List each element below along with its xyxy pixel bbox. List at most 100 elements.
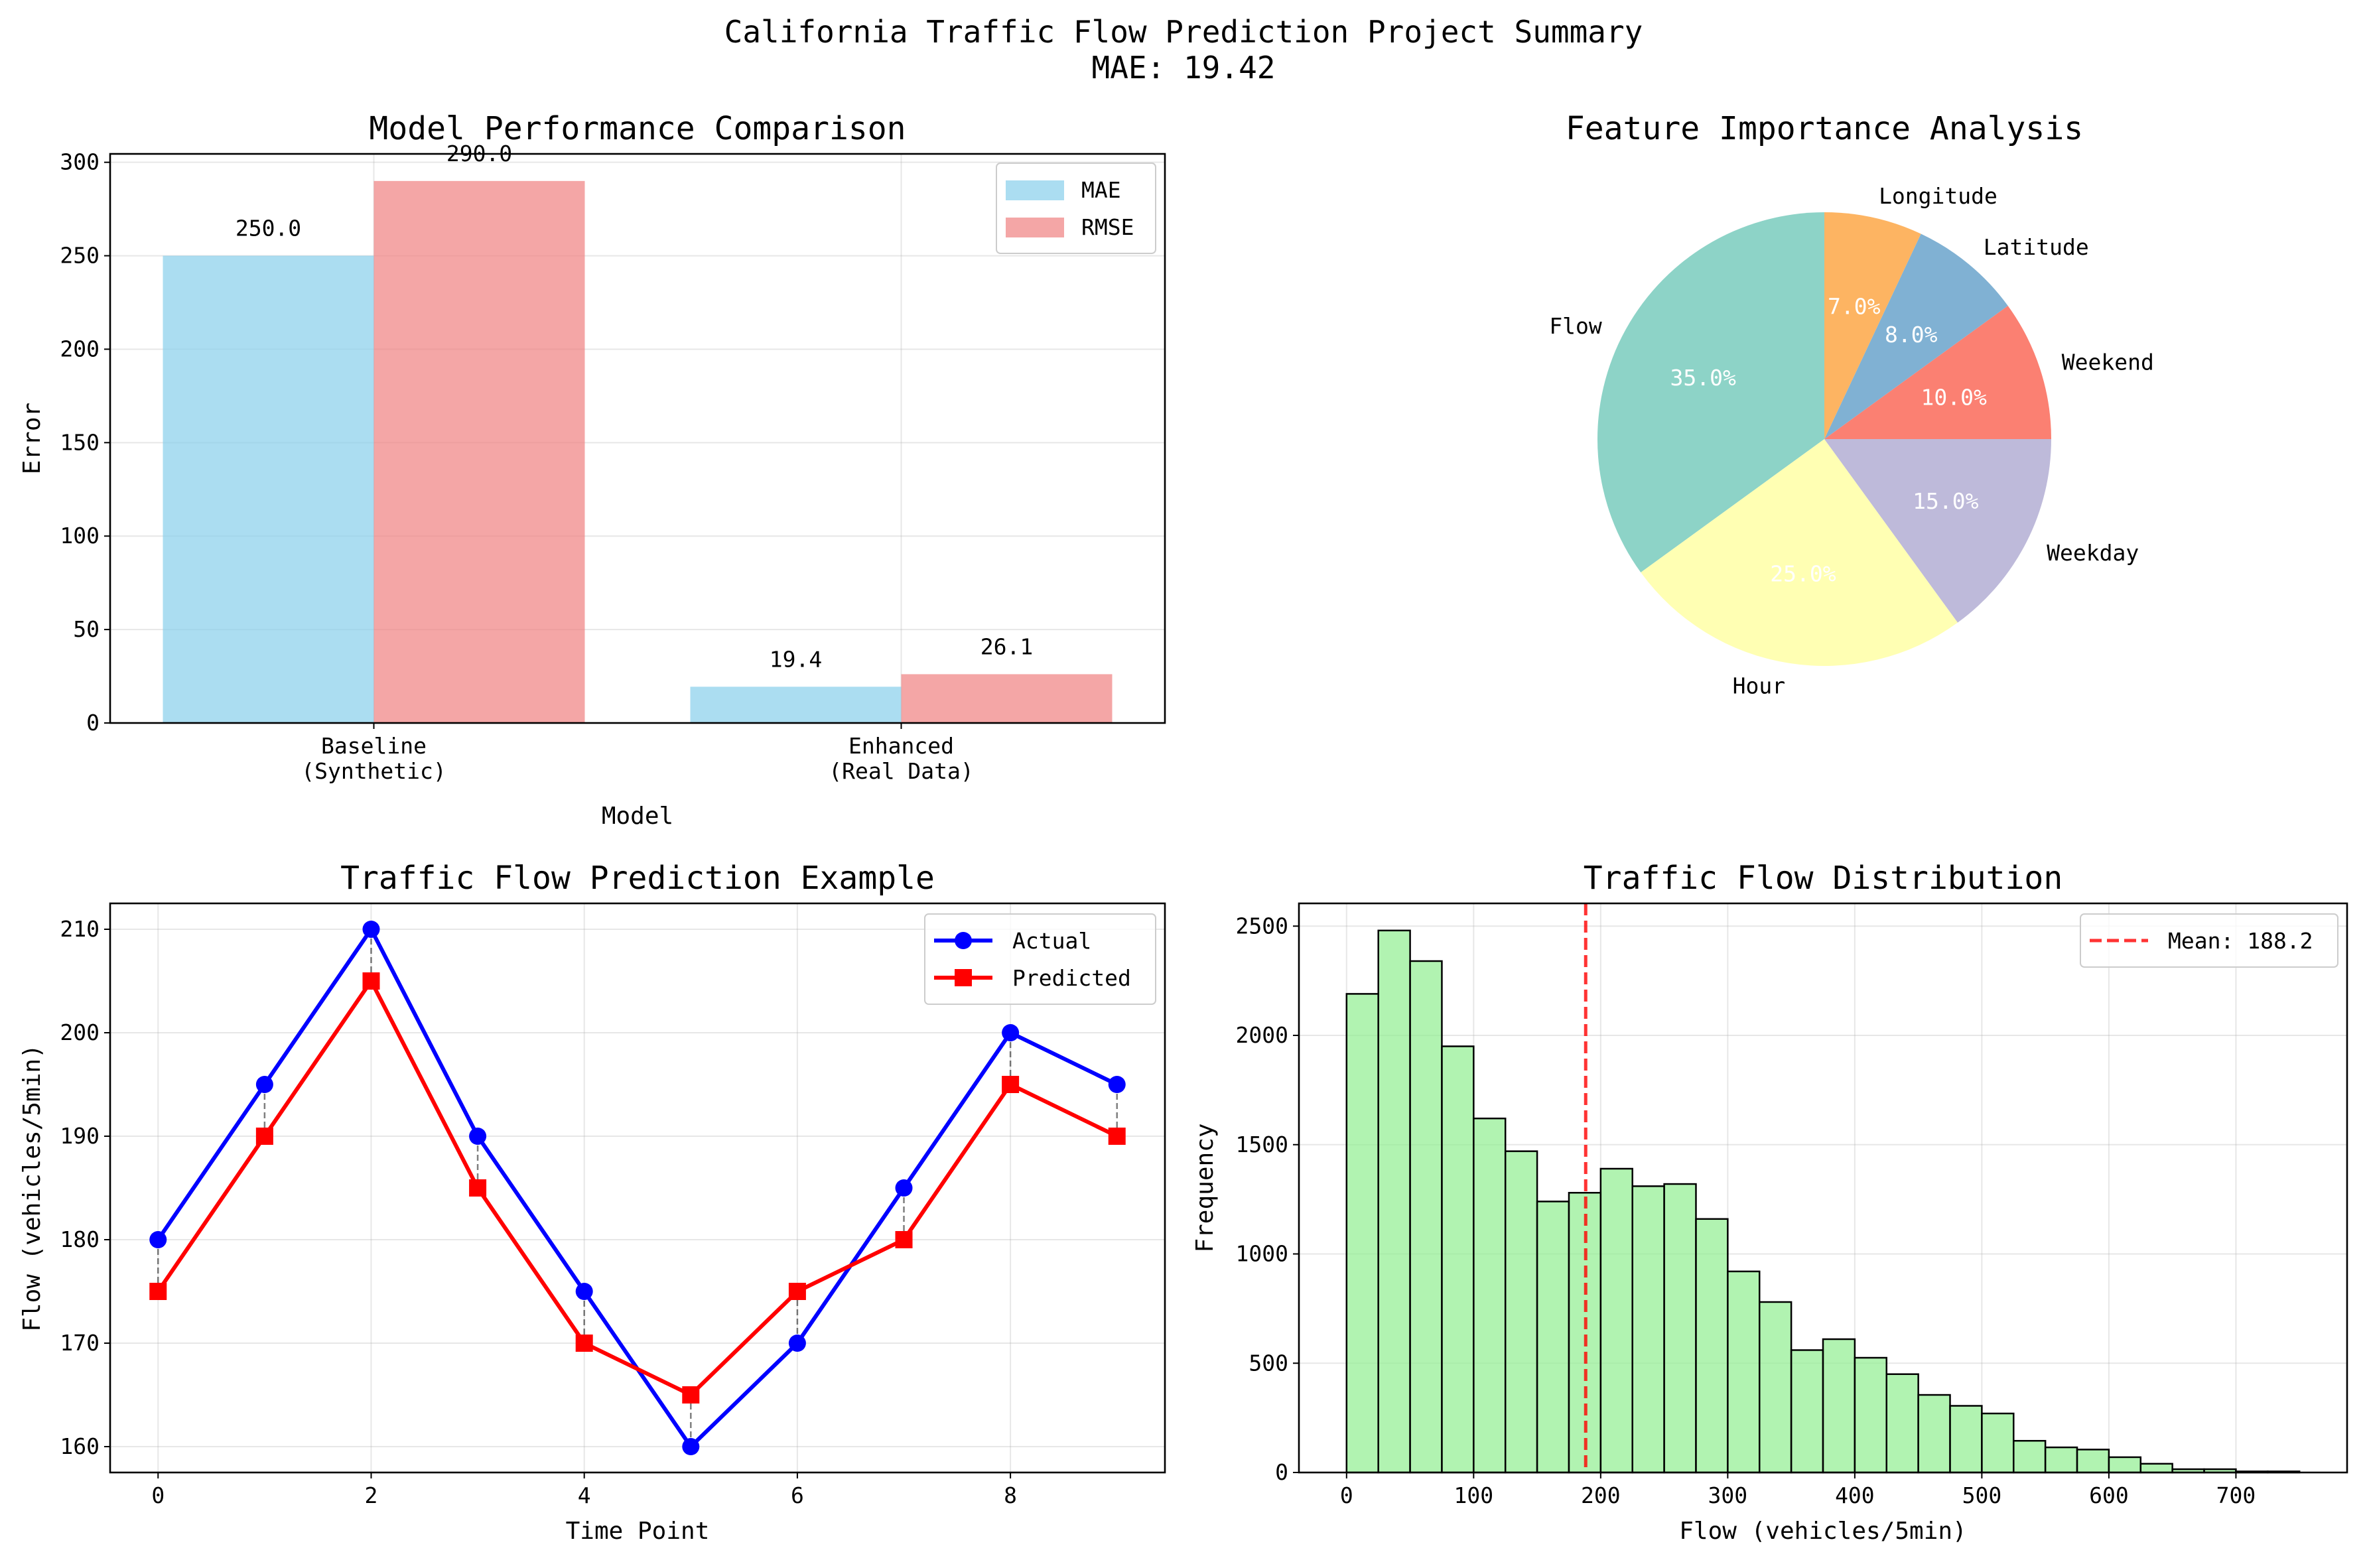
point-actual <box>788 1335 806 1352</box>
pie-label-weekend: Weekend <box>2062 350 2154 375</box>
bar-chart-ytick-label: 200 <box>60 336 100 361</box>
point-predicted <box>895 1231 913 1248</box>
point-actual <box>469 1128 487 1145</box>
bar-chart-frame <box>109 153 1166 724</box>
hist-bin <box>1473 1117 1507 1474</box>
bar-value-label: 19.4 <box>770 646 822 672</box>
bar-category-label: Baseline <box>321 733 427 759</box>
point-predicted <box>149 1283 167 1300</box>
hist-bin <box>1377 929 1411 1474</box>
series-line-predicted <box>156 979 1118 1397</box>
hist-chart-xtick-label: 600 <box>2089 1482 2129 1508</box>
bar-mae-0 <box>163 255 374 723</box>
point-actual <box>575 1283 593 1300</box>
legend-swatch-mae <box>1006 180 1064 200</box>
hist-bin <box>2044 1446 2078 1474</box>
hist-bin <box>2013 1439 2047 1474</box>
point-actual <box>149 1231 167 1248</box>
point-actual <box>255 1076 273 1093</box>
hist-chart-xtick-label: 300 <box>1708 1482 1748 1508</box>
hist-bin <box>1949 1405 1983 1474</box>
legend-swatch-rmse <box>1006 218 1064 237</box>
hist-chart-ytick-label: 1000 <box>1236 1241 1288 1267</box>
hist-bin <box>1599 1167 1633 1474</box>
pie-pct-label: 15.0% <box>1913 488 1978 514</box>
hist-chart-xtick-label: 500 <box>1962 1482 2002 1508</box>
hist-chart-ytick-label: 500 <box>1249 1350 1288 1376</box>
hist-bin <box>1822 1338 1856 1474</box>
pie-pct-label: 7.0% <box>1828 294 1881 320</box>
hist-chart-ytick-label: 2500 <box>1236 913 1288 939</box>
line-chart-legend: Actual Predicted <box>924 913 1156 1005</box>
pie-pct-label: 35.0% <box>1670 365 1735 391</box>
bar-chart-ylabel: Error <box>19 403 46 474</box>
hist-chart-xtick-label: 400 <box>1835 1482 1875 1508</box>
legend-label-mean: Mean: 188.2 <box>2168 928 2313 954</box>
line-chart-xtick-label: 0 <box>151 1482 165 1508</box>
feature-importance-chart: Feature Importance Analysis 35.0% Flow 25.0… <box>1549 110 2154 699</box>
point-actual <box>1002 1024 1020 1041</box>
bar-chart-title: Model Performance Comparison <box>369 110 906 147</box>
bar-chart-ytick-label: 150 <box>60 429 100 455</box>
point-predicted <box>255 1128 273 1145</box>
legend-label-mae: MAE <box>1081 177 1121 203</box>
pie-slice-weekend <box>1824 305 2051 439</box>
model-performance-chart: 050100150200250300250.019.4290.026.1Base… <box>19 110 1166 830</box>
pie-slice-flow <box>1597 212 1824 573</box>
line-chart-xtick-label: 6 <box>791 1482 804 1508</box>
line-chart-xtick-label: 4 <box>578 1482 591 1508</box>
hist-bin <box>2108 1456 2142 1474</box>
hist-bin <box>1409 960 1443 1474</box>
hist-chart-frame <box>1298 902 2348 1474</box>
pie-slice-hour <box>1641 439 1958 666</box>
point-actual <box>895 1179 913 1197</box>
point-predicted <box>788 1283 806 1300</box>
bar-chart-ytick-label: 300 <box>60 149 100 175</box>
hist-bin <box>1981 1412 2015 1474</box>
pie-slice-longitude <box>1824 212 1921 439</box>
bar-chart-ytick-label: 50 <box>73 616 100 642</box>
hist-bin <box>1345 993 1379 1474</box>
pie-pct-label: 8.0% <box>1885 322 1938 348</box>
line-chart-ytick-label: 200 <box>60 1019 100 1045</box>
pie-chart-title: Feature Importance Analysis <box>1566 110 2083 147</box>
hist-bin <box>1917 1394 1951 1474</box>
pie-pct-label: 10.0% <box>1921 385 1986 411</box>
figure-subtitle: MAE: 19.42 <box>1092 50 1276 86</box>
legend-label-rmse: RMSE <box>1081 214 1134 240</box>
hist-chart-xtick-label: 200 <box>1581 1482 1621 1508</box>
hist-bin <box>1504 1150 1538 1474</box>
point-predicted <box>1002 1076 1020 1093</box>
hist-bin <box>1663 1183 1697 1474</box>
pie-slice-weekday <box>1824 439 2051 623</box>
hist-bin <box>1441 1045 1475 1474</box>
hist-bin <box>1695 1218 1729 1474</box>
hist-chart-ytick-label: 0 <box>1275 1459 1288 1485</box>
bar-category-label: Enhanced <box>848 733 954 759</box>
hist-chart-ytick-label: 1500 <box>1236 1132 1288 1157</box>
line-chart-ytick-label: 210 <box>60 916 100 942</box>
legend-label-predicted: Predicted <box>1012 965 1131 991</box>
bar-chart-ytick-label: 250 <box>60 243 100 269</box>
pie-slice-latitude <box>1824 233 2008 439</box>
line-chart-ytick-label: 190 <box>60 1123 100 1149</box>
bar-chart-legend: MAE RMSE <box>996 163 1156 254</box>
line-chart-ytick-label: 160 <box>60 1433 100 1459</box>
bar-value-label: 26.1 <box>981 633 1033 659</box>
point-predicted <box>362 972 380 990</box>
hist-bin <box>2076 1449 2110 1474</box>
point-predicted <box>1108 1128 1126 1145</box>
point-predicted <box>575 1335 593 1352</box>
hist-chart-xlabel: Flow (vehicles/5min) <box>1679 1518 1966 1545</box>
line-chart-xlabel: Time Point <box>566 1518 710 1545</box>
pie-label-longitude: Longitude <box>1879 183 1997 209</box>
hist-chart-ytick-label: 2000 <box>1236 1022 1288 1048</box>
pie-label-hour: Hour <box>1733 673 1785 699</box>
hist-chart-xtick-label: 700 <box>2216 1482 2256 1508</box>
figure-title: California Traffic Flow Prediction Proje… <box>724 14 1643 50</box>
bar-chart-xlabel: Model <box>602 803 673 830</box>
point-predicted <box>469 1179 487 1197</box>
hist-bin <box>1885 1373 1919 1474</box>
line-chart-xtick-label: 8 <box>1004 1482 1017 1508</box>
